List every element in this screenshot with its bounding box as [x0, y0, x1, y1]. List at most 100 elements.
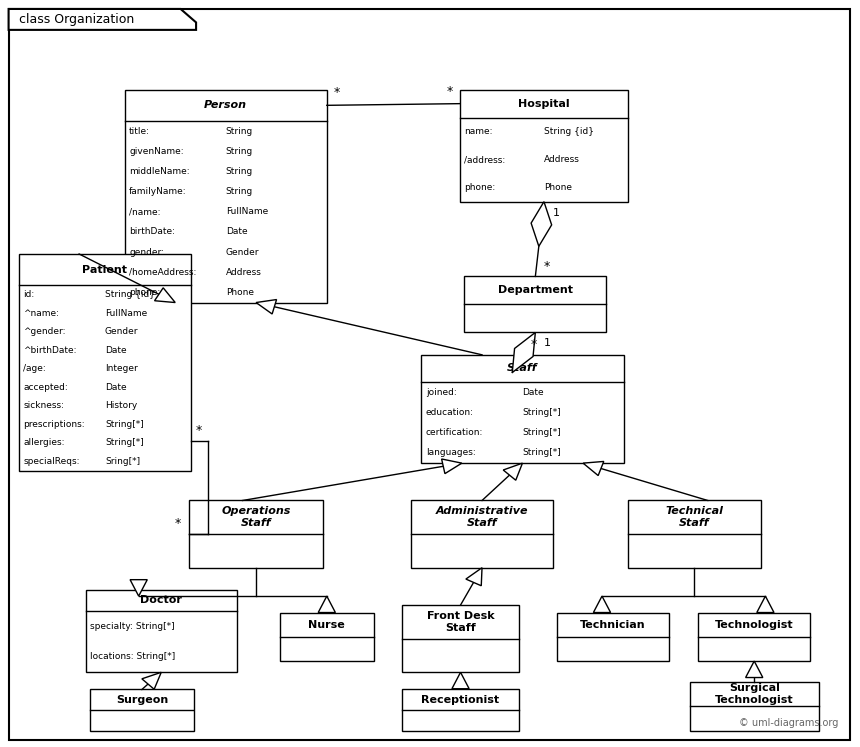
Polygon shape: [452, 672, 470, 689]
Text: Technologist: Technologist: [715, 620, 794, 630]
Polygon shape: [466, 568, 482, 586]
Text: specialReqs:: specialReqs:: [23, 457, 80, 466]
Text: gender:: gender:: [129, 247, 164, 257]
Polygon shape: [318, 596, 335, 613]
Text: languages:: languages:: [426, 448, 476, 457]
Bar: [90, 689, 194, 731]
Polygon shape: [513, 332, 535, 373]
Text: Address: Address: [225, 267, 261, 277]
Bar: [698, 613, 810, 661]
Text: /homeAddress:: /homeAddress:: [129, 267, 196, 277]
Text: ^gender:: ^gender:: [23, 327, 65, 336]
Text: Nurse: Nurse: [309, 620, 345, 630]
Polygon shape: [746, 661, 763, 678]
Text: FullName: FullName: [105, 309, 147, 317]
Polygon shape: [441, 459, 462, 474]
Text: /age:: /age:: [23, 365, 46, 374]
Bar: [402, 605, 519, 672]
Polygon shape: [155, 288, 175, 303]
Text: Technical
Staff: Technical Staff: [666, 506, 723, 528]
Text: *: *: [195, 424, 201, 437]
Text: class Organization: class Organization: [19, 13, 134, 26]
Polygon shape: [142, 672, 162, 689]
Text: Date: Date: [105, 346, 126, 355]
Text: Phone: Phone: [544, 183, 572, 192]
Text: title:: title:: [129, 126, 150, 136]
Text: education:: education:: [426, 408, 474, 417]
Text: String {id}: String {id}: [544, 127, 594, 136]
Text: String[*]: String[*]: [105, 438, 144, 447]
Text: certification:: certification:: [426, 428, 483, 437]
Text: locations: String[*]: locations: String[*]: [90, 652, 175, 661]
Text: String[*]: String[*]: [522, 428, 562, 437]
Text: Receptionist: Receptionist: [421, 695, 500, 704]
Text: History: History: [105, 401, 138, 410]
Text: sickness:: sickness:: [23, 401, 64, 410]
Bar: [690, 682, 819, 731]
Bar: [460, 90, 628, 202]
Text: familyName:: familyName:: [129, 187, 187, 196]
Text: Hospital: Hospital: [518, 99, 570, 108]
Text: /address:: /address:: [464, 155, 506, 164]
Bar: [421, 355, 624, 463]
Text: String: String: [225, 146, 253, 156]
Polygon shape: [130, 580, 147, 596]
Text: givenName:: givenName:: [129, 146, 184, 156]
Text: ^birthDate:: ^birthDate:: [23, 346, 77, 355]
Text: Integer: Integer: [105, 365, 138, 374]
Text: Person: Person: [204, 100, 248, 111]
Text: *: *: [447, 84, 453, 98]
Text: String: String: [225, 187, 253, 196]
Bar: [557, 613, 669, 661]
Text: String[*]: String[*]: [522, 448, 562, 457]
Text: name:: name:: [464, 127, 493, 136]
Text: ^name:: ^name:: [23, 309, 59, 317]
Text: middleName:: middleName:: [129, 167, 189, 176]
Text: Front Desk
Staff: Front Desk Staff: [427, 611, 494, 633]
Bar: [464, 276, 606, 332]
Text: String {id}: String {id}: [105, 290, 155, 299]
Text: Operations
Staff: Operations Staff: [221, 506, 291, 528]
Text: birthDate:: birthDate:: [129, 227, 175, 237]
Bar: [189, 500, 322, 568]
Text: Date: Date: [522, 388, 544, 397]
Text: Patient: Patient: [83, 264, 127, 275]
Text: FullName: FullName: [225, 207, 268, 217]
Bar: [125, 90, 327, 303]
Text: Doctor: Doctor: [140, 595, 182, 605]
Bar: [19, 254, 191, 471]
Text: 1: 1: [544, 338, 551, 348]
Text: Staff: Staff: [507, 363, 538, 374]
Text: specialty: String[*]: specialty: String[*]: [90, 622, 175, 630]
Text: Surgeon: Surgeon: [116, 695, 168, 704]
Text: *: *: [531, 338, 538, 351]
Text: Date: Date: [225, 227, 248, 237]
Text: joined:: joined:: [426, 388, 457, 397]
Polygon shape: [9, 9, 196, 30]
Text: © uml-diagrams.org: © uml-diagrams.org: [739, 719, 838, 728]
Text: Phone: Phone: [225, 288, 254, 297]
Text: String: String: [225, 126, 253, 136]
Text: *: *: [175, 518, 181, 530]
Polygon shape: [531, 202, 551, 247]
Text: Gender: Gender: [225, 247, 259, 257]
Text: accepted:: accepted:: [23, 382, 68, 391]
Bar: [628, 500, 761, 568]
Text: /name:: /name:: [129, 207, 161, 217]
Text: Administrative
Staff: Administrative Staff: [436, 506, 528, 528]
Text: Surgical
Technologist: Surgical Technologist: [715, 684, 794, 705]
Bar: [280, 613, 374, 661]
Text: Sring[*]: Sring[*]: [105, 457, 140, 466]
Text: String[*]: String[*]: [105, 420, 144, 429]
Polygon shape: [757, 596, 774, 613]
Text: *: *: [544, 260, 550, 273]
Polygon shape: [503, 463, 522, 480]
Text: String: String: [225, 167, 253, 176]
Text: Department: Department: [498, 285, 573, 295]
Text: phone:: phone:: [129, 288, 160, 297]
Polygon shape: [583, 462, 604, 476]
Text: allergies:: allergies:: [23, 438, 64, 447]
Polygon shape: [593, 596, 611, 613]
Text: phone:: phone:: [464, 183, 495, 192]
Text: 1: 1: [553, 208, 560, 217]
